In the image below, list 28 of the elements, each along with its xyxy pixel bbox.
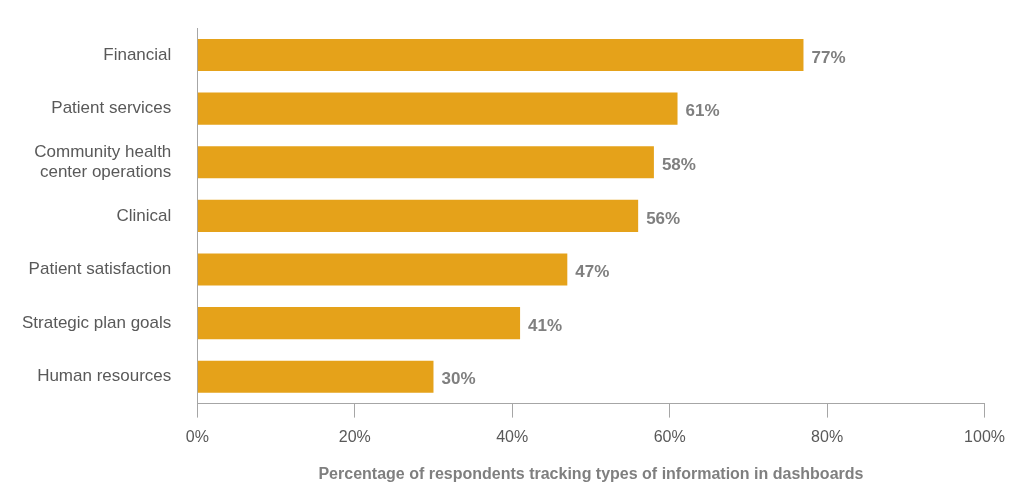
data-label: 77% bbox=[811, 47, 846, 67]
y-tick-label: Patient satisfaction bbox=[28, 259, 172, 279]
x-tick-label: 40% bbox=[496, 427, 529, 445]
x-tick-label: 20% bbox=[338, 427, 371, 445]
y-tick-label: Community health center operations bbox=[34, 141, 172, 182]
data-label: 47% bbox=[575, 262, 610, 282]
y-tick-label: Clinical bbox=[116, 205, 172, 225]
y-tick-label: Patient services bbox=[51, 98, 172, 118]
y-tick-label: Financial bbox=[103, 44, 172, 64]
bar bbox=[197, 253, 568, 286]
bar bbox=[197, 307, 521, 340]
data-label: 56% bbox=[646, 208, 681, 228]
x-tick-label: 100% bbox=[964, 427, 1005, 445]
x-axis-title: Percentage of respondents tracking types of information in dashboards bbox=[318, 464, 864, 482]
bar bbox=[197, 199, 639, 232]
data-label: 30% bbox=[441, 369, 476, 389]
x-tick-label: 0% bbox=[185, 427, 209, 445]
y-tick-label: Human resources bbox=[37, 366, 172, 386]
data-label: 61% bbox=[685, 101, 720, 121]
y-tick-label: Strategic plan goals bbox=[21, 312, 172, 332]
bar bbox=[197, 92, 678, 125]
data-label: 58% bbox=[661, 154, 696, 174]
x-tick-label: 80% bbox=[811, 427, 844, 445]
bar bbox=[197, 146, 654, 179]
bar bbox=[197, 360, 434, 393]
x-tick-label: 60% bbox=[653, 427, 686, 445]
bar bbox=[197, 38, 804, 72]
data-label: 41% bbox=[528, 315, 563, 335]
